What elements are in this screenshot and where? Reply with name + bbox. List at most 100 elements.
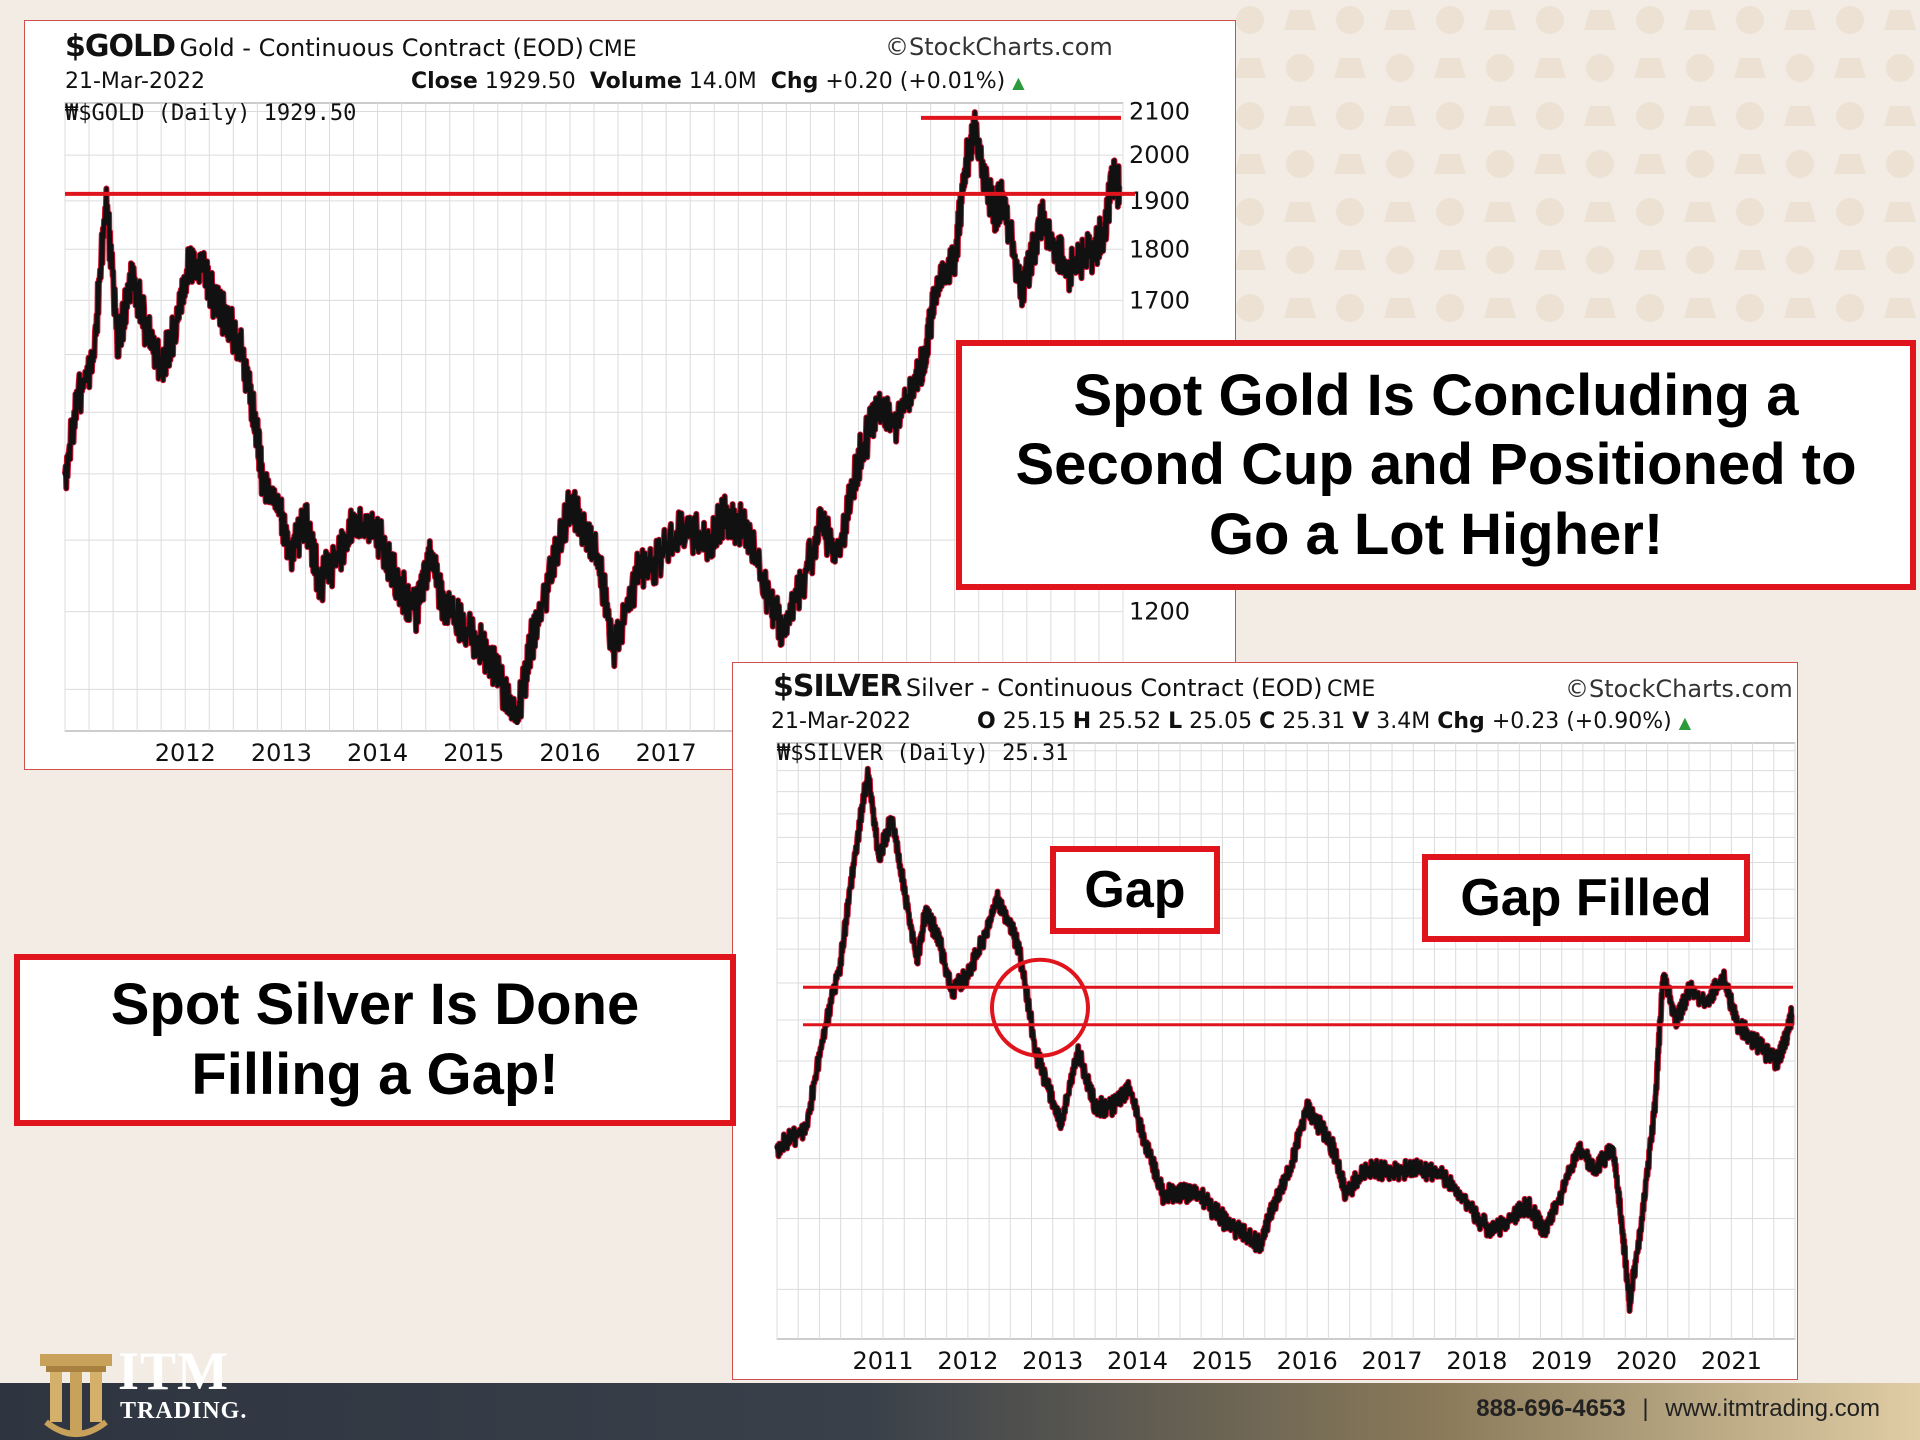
price-point [103,198,109,204]
price-point [1652,1104,1658,1110]
price-point [1109,1104,1115,1110]
silver-symbol: $SILVER [773,669,902,704]
price-point [278,517,284,523]
x-tick-label: 2014 [1107,1347,1168,1375]
chart-bars-icon: ₩ [777,741,791,766]
silver-chg-value: +0.23 (+0.90%) [1491,709,1672,734]
price-point [923,352,929,358]
price-point [1287,1167,1293,1173]
x-tick-label: 2021 [1701,1347,1762,1375]
gold-close-value: 1929.50 [484,69,576,94]
price-point [634,572,640,578]
price-point [1703,1002,1709,1008]
price-point [1194,1190,1200,1196]
gold-chg-value: +0.20 (+0.01%) [825,69,1006,94]
silver-c-value: 25.31 [1282,709,1346,734]
gold-callout: Spot Gold Is Concluding a Second Cup and… [956,340,1916,590]
price-point [1576,1145,1582,1151]
silver-h-label: H [1072,709,1092,734]
gold-chart-title-row: $GOLD Gold - Continuous Contract (EOD) C… [65,29,637,64]
price-point [548,572,554,578]
price-point [610,647,616,653]
price-point [798,587,804,593]
price-point [1639,1215,1645,1221]
price-point [740,523,746,529]
y-tick-label: 1700 [1129,286,1190,314]
price-point [948,987,954,993]
gold-quote-row: Close 1929.50 Volume 14.0M Chg +0.20 (+0… [411,69,1025,94]
price-point [201,266,207,272]
price-point [1525,1203,1531,1209]
price-series-line [63,110,1122,725]
price-point [769,601,775,607]
price-point [1110,175,1116,181]
itm-trading-logo[interactable]: ITM TRADING. [36,1340,266,1440]
gold-chart-svg: 1100120013001400150016001700180019002000… [62,97,1190,767]
price-point [1686,987,1692,993]
silver-source: ©StockCharts.com [1565,675,1793,703]
chart-bars-icon: ₩ [65,101,79,126]
price-point [226,319,232,325]
silver-chart-title-row: $SILVER Silver - Continuous Contract (EO… [773,669,1375,704]
silver-chart-panel: $SILVER Silver - Continuous Contract (EO… [732,662,1798,1380]
price-point [1673,1017,1679,1023]
price-point [1219,1215,1225,1221]
price-point [1177,1190,1183,1196]
price-point [1448,1178,1454,1184]
x-tick-label: 2015 [443,739,504,767]
price-point [1593,1167,1599,1173]
background-pattern [1234,6,1916,322]
silver-o-label: O [977,709,996,734]
price-point [259,477,265,483]
gold-date: 21-Mar-2022 [65,69,205,94]
price-point [514,720,520,726]
price-point [1775,1058,1781,1064]
price-series-line [775,766,1794,1313]
gap-circle [989,957,1090,1058]
price-point [913,374,919,380]
price-point [1364,1167,1370,1173]
x-tick-label: 2017 [1362,1347,1423,1375]
price-point [413,609,419,615]
y-tick-label: 1800 [1129,235,1190,263]
y-tick-label: 2100 [1129,97,1190,125]
price-point [1491,1229,1497,1235]
price-point [1427,1167,1433,1173]
price-point [394,579,400,585]
price-point [1270,1203,1276,1209]
x-tick-label: 2016 [1277,1347,1338,1375]
price-point [838,959,844,965]
price-point [914,959,920,965]
price-point [821,1033,827,1039]
price-point [1116,184,1122,190]
price-point [1610,1145,1616,1151]
price-point [173,324,179,330]
price-point [427,551,433,557]
price-point [1661,973,1667,979]
price-point [836,551,842,557]
price-point [961,170,967,176]
price-point [935,933,941,939]
footer-website[interactable]: www.itmtrading.com [1665,1395,1880,1422]
price-point [865,772,871,778]
price-point [288,551,294,557]
price-point [779,624,785,630]
price-point [876,854,882,860]
price-point [490,662,496,668]
price-point [706,544,712,550]
price-point [1474,1215,1480,1221]
price-point [1048,241,1054,247]
footer-phone[interactable]: 888-696-4653 [1476,1395,1626,1422]
gold-volume-label: Volume [589,69,682,94]
gold-exchange: CME [588,37,637,62]
price-point [1720,973,1726,979]
price-point [971,126,977,132]
silver-callout: Spot Silver Is Done Filling a Gap! [14,954,736,1126]
logo-trading-text: TRADING. [120,1398,248,1424]
price-point [471,631,477,637]
gold-description: Gold - Continuous Contract (EOD) [179,34,584,62]
price-point [817,523,823,529]
x-tick-label: 2018 [1446,1347,1507,1375]
silver-callout-text: Spot Silver Is Done Filling a Gap! [110,972,640,1107]
price-point [1789,1012,1795,1018]
